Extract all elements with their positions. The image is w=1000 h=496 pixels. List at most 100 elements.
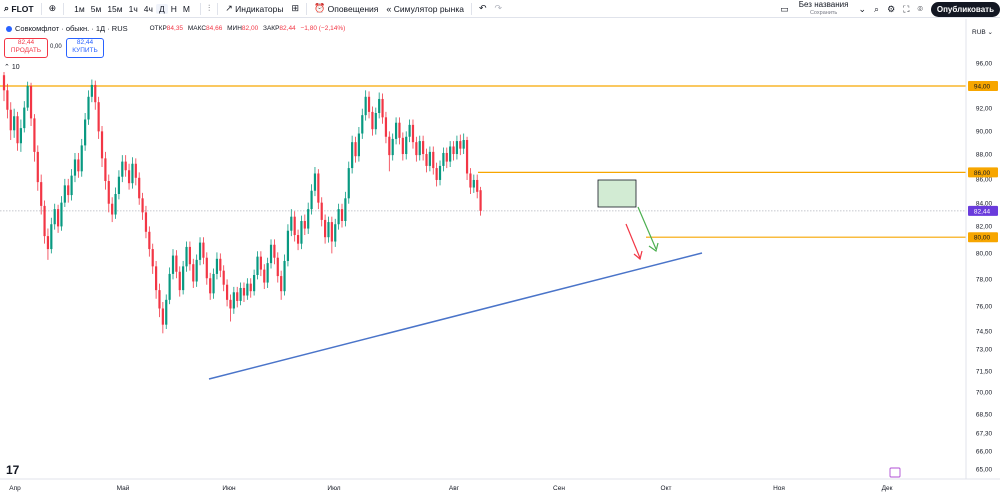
- candle-body: [462, 140, 465, 149]
- candle-body: [405, 136, 408, 155]
- symbol-logo-icon: [6, 25, 12, 32]
- candle-body: [428, 151, 431, 166]
- candle-body: [104, 158, 107, 182]
- candle-body: [415, 142, 418, 156]
- candle-body: [253, 275, 256, 292]
- interval-6[interactable]: Н: [170, 3, 177, 14]
- close-value: 82,44: [279, 25, 296, 32]
- candle-body: [178, 271, 181, 291]
- undo-button[interactable]: ↶: [475, 0, 491, 18]
- chart-type-button[interactable]: ⫶: [204, 0, 214, 18]
- interval-5[interactable]: Д: [155, 3, 168, 14]
- candle-body: [327, 222, 330, 238]
- interval-1[interactable]: 5м: [90, 3, 102, 14]
- alerts-button[interactable]: ⏰ Оповещения: [310, 0, 382, 18]
- candle-body: [134, 163, 137, 178]
- spread-value: 0,00: [50, 44, 62, 50]
- tradingview-logo-icon[interactable]: 17: [6, 463, 20, 477]
- indicators-toggle[interactable]: ⌃ 10: [4, 63, 20, 71]
- layout-name-button[interactable]: Без названия Сохранить: [793, 1, 855, 17]
- camera-icon: ⌾: [917, 3, 923, 14]
- candle-body: [26, 86, 29, 108]
- candle-body: [19, 128, 22, 144]
- settings-button[interactable]: ⚙: [883, 0, 899, 18]
- candle-body: [398, 122, 401, 138]
- indicators-count: 10: [11, 64, 20, 71]
- candle-body: [361, 115, 364, 134]
- toolbar-divider: [306, 2, 308, 15]
- candle-body: [324, 219, 327, 238]
- y-tick-label: 96,00: [976, 61, 993, 68]
- indicators-button[interactable]: ↗ Индикаторы: [221, 0, 287, 18]
- candle-body: [317, 173, 320, 203]
- candle-body: [155, 266, 158, 291]
- change-value: −1,80 (−2,14%): [300, 25, 346, 32]
- candle-body: [256, 256, 259, 275]
- candle-body: [445, 152, 448, 162]
- interval-7[interactable]: М: [182, 3, 190, 14]
- interval-0[interactable]: 1м: [74, 3, 85, 14]
- candle-body: [87, 96, 90, 120]
- chevron-down-icon: ⌄: [858, 3, 867, 14]
- trendline[interactable]: [208, 252, 703, 380]
- buy-label: КУПИТЬ: [72, 47, 98, 54]
- candle-body: [229, 299, 232, 309]
- templates-button[interactable]: ⊞: [287, 0, 303, 18]
- interval-4[interactable]: 4ч: [143, 3, 153, 14]
- candle-body: [293, 216, 296, 236]
- y-tick-label: 73,00: [976, 347, 993, 354]
- annotations[interactable]: [597, 179, 901, 478]
- candle-body: [455, 141, 459, 155]
- candle-body: [263, 269, 266, 283]
- compare-button[interactable]: ⊕: [45, 0, 61, 18]
- fullscreen-button[interactable]: ⛶: [899, 0, 913, 18]
- candle-body: [276, 257, 279, 277]
- layout-icon-button[interactable]: ▭: [776, 0, 793, 18]
- replay-button[interactable]: « Симулятор рынка: [382, 0, 468, 18]
- candle-body: [168, 273, 171, 300]
- candle-body: [232, 292, 235, 309]
- candle-body: [107, 181, 110, 204]
- quick-search-button[interactable]: ⌕: [870, 0, 883, 18]
- gear-icon: ⚙: [887, 3, 896, 14]
- layout-menu-button[interactable]: ⌄: [854, 0, 870, 18]
- price-axis[interactable]: 96,00 94,00 92,00 90,00 88,00 86,00 84,00 82,00…: [965, 19, 1000, 479]
- candle-body: [364, 96, 367, 116]
- time-axis[interactable]: Апр Май Июн Июл Авг Сен Окт Ноя Дек: [0, 478, 1000, 492]
- candle-body: [16, 116, 19, 144]
- level-tag-label: 80,00: [974, 235, 991, 242]
- sell-button[interactable]: 82,44 ПРОДАТЬ: [4, 38, 48, 58]
- ohlc-values: ОТКР84,35 МАКС84,66 МИН82,00 ЗАКР82,44 −…: [150, 25, 349, 32]
- layout-icon: ▭: [780, 3, 789, 14]
- level-tag: [968, 81, 998, 91]
- interval-group: 1м 5м 15м 1ч 4ч Д Н М: [67, 0, 197, 18]
- low-value: 82,00: [241, 25, 259, 32]
- currency-label[interactable]: RUB ⌄: [972, 28, 993, 36]
- candle-body: [391, 138, 394, 156]
- buy-button[interactable]: 82,44 КУПИТЬ: [66, 38, 104, 58]
- open-value: 84,35: [166, 25, 184, 32]
- close-label: ЗАКР: [263, 25, 280, 32]
- toolbar-divider: [199, 2, 201, 15]
- redo-button[interactable]: ↷: [491, 0, 507, 18]
- snapshot-button[interactable]: ⌾: [913, 0, 926, 18]
- top-toolbar: ⌕ FLOT ⊕ 1м 5м 15м 1ч 4ч Д Н М ⫶ ↗ Индикаторы ⊞…: [0, 0, 1000, 18]
- search-icon: ⌕: [4, 3, 10, 13]
- symbol-search-button[interactable]: ⌕ FLOT: [0, 0, 38, 18]
- interval-2[interactable]: 15м: [107, 3, 123, 14]
- y-tick-label: 92,00: [976, 106, 993, 113]
- y-tick-label: 78,00: [976, 277, 993, 284]
- publish-button[interactable]: Опубликовать: [930, 1, 1000, 17]
- candle-body: [259, 256, 262, 270]
- candle-body: [357, 133, 360, 157]
- candle-body: [117, 176, 121, 194]
- candle-body: [280, 276, 283, 292]
- indicators-icon: ↗: [225, 3, 233, 13]
- legend-title[interactable]: Совкомфлот · обыкн. · 1Д · RUS: [15, 24, 128, 33]
- level-tag: [968, 167, 998, 178]
- horizontal-levels[interactable]: [0, 85, 966, 238]
- candle-body: [56, 209, 60, 227]
- interval-3[interactable]: 1ч: [128, 3, 138, 14]
- candle-body: [459, 141, 462, 149]
